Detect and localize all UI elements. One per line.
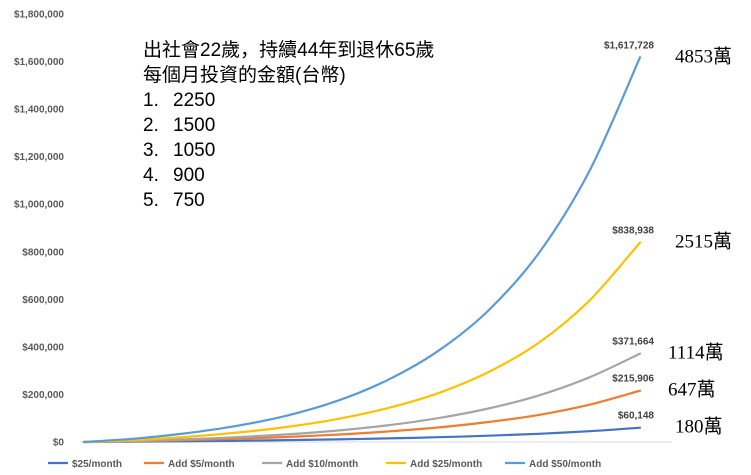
- note-item-1: 1. 2250: [143, 88, 434, 113]
- end-labels: $60,148 $215,906 $371,664 $838,938 $1,617,72…: [604, 40, 654, 421]
- note-item-value: 750: [173, 190, 205, 211]
- legend-item: $25/month: [48, 459, 122, 470]
- note-item-value: 900: [173, 165, 205, 186]
- note-item-value: 1500: [173, 115, 216, 136]
- note-item-value: 1050: [173, 140, 216, 161]
- series-line: [82, 389, 642, 444]
- note-item-number: 5.: [143, 190, 159, 211]
- y-tick-label: $1,400,000: [14, 105, 64, 116]
- note-item-number: 3.: [143, 140, 159, 161]
- legend-label: $25/month: [72, 459, 122, 470]
- series-lines: [82, 56, 642, 444]
- series-line: [82, 352, 642, 444]
- note-item-value: 2250: [173, 90, 216, 111]
- note-item-number: 1.: [143, 90, 159, 111]
- y-tick-label: $1,600,000: [14, 57, 64, 68]
- series-wan-label: 2515萬: [675, 231, 732, 253]
- y-tick-label: $600,000: [22, 295, 64, 306]
- investment-note: 出社會22歲，持續44年到退休65歲 每個月投資的金額(台幣) 1. 2250 2…: [143, 38, 434, 213]
- series-end-label: $371,664: [612, 337, 654, 348]
- y-tick-label: $1,000,000: [14, 200, 64, 211]
- y-axis: $0 $200,000 $400,000 $600,000 $800,000 $1,000…: [14, 10, 64, 449]
- note-item-number: 4.: [143, 165, 159, 186]
- y-tick-label: $800,000: [22, 247, 64, 258]
- y-tick-label: $1,200,000: [14, 152, 64, 163]
- legend-item: Add $10/month: [262, 459, 358, 470]
- note-item-2: 2. 1500: [143, 113, 434, 138]
- wan-labels: 180萬 647萬 1114萬 2515萬 4853萬: [668, 45, 732, 437]
- legend-label: Add $10/month: [286, 459, 358, 470]
- y-tick-label: $400,000: [22, 342, 64, 353]
- series-wan-label: 647萬: [668, 379, 716, 401]
- legend-label: Add $50/month: [529, 459, 601, 470]
- series-line: [82, 56, 642, 444]
- legend-item: Add $25/month: [386, 459, 482, 470]
- series-end-label: $838,938: [612, 226, 654, 237]
- note-item-number: 2.: [143, 115, 159, 136]
- legend-label: Add $5/month: [168, 459, 235, 470]
- note-line-2: 每個月投資的金額(台幣): [143, 65, 346, 86]
- note-item-5: 5. 750: [143, 188, 434, 213]
- note-line-1: 出社會22歲，持續44年到退休65歲: [143, 40, 435, 61]
- series-wan-label: 1114萬: [668, 342, 724, 364]
- series-wan-label: 180萬: [675, 416, 723, 438]
- legend-item: Add $5/month: [144, 459, 235, 470]
- legend: $25/month Add $5/month Add $10/month Add $2…: [48, 459, 601, 470]
- note-item-3: 3. 1050: [143, 138, 434, 163]
- series-end-label: $1,617,728: [604, 40, 654, 51]
- legend-label: Add $25/month: [410, 459, 482, 470]
- y-tick-label: $0: [53, 438, 65, 449]
- series-wan-label: 4853萬: [675, 45, 732, 67]
- y-tick-label: $200,000: [22, 390, 64, 401]
- series-end-label: $60,148: [618, 411, 655, 422]
- legend-item: Add $50/month: [505, 459, 601, 470]
- note-item-4: 4. 900: [143, 163, 434, 188]
- y-tick-label: $1,800,000: [14, 10, 64, 21]
- series-line: [82, 241, 642, 444]
- series-end-label: $215,906: [612, 374, 654, 385]
